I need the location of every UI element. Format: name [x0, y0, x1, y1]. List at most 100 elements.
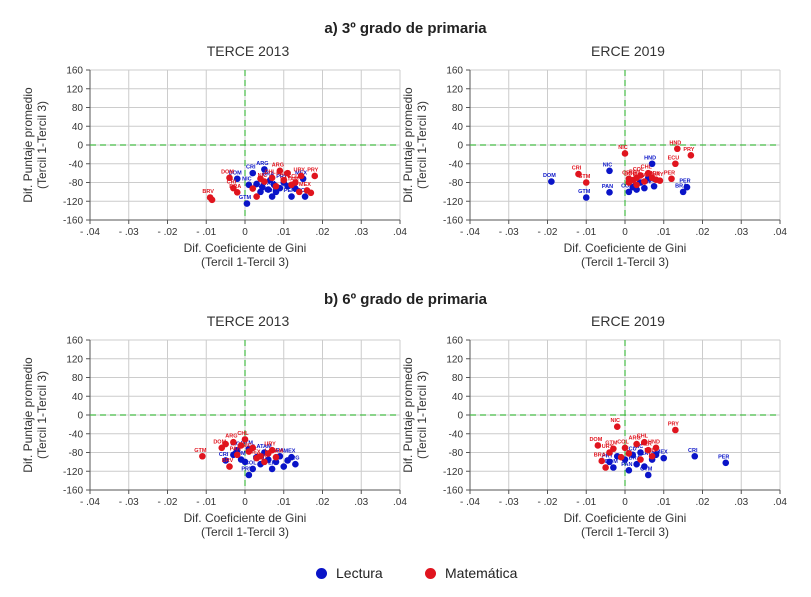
point-lectura: [606, 167, 613, 175]
x-axis-subtitle: (Tercil 1-Tercil 3): [581, 525, 669, 539]
point-matematica: [674, 145, 681, 153]
point-matematica: [307, 189, 315, 197]
point-matematica: [598, 457, 606, 465]
point-label-matematica: ARG: [272, 162, 284, 168]
point-matematica: [233, 189, 241, 196]
point-label-lectura: COL: [621, 183, 633, 189]
point-label-matematica: CHL: [264, 169, 276, 175]
point-label-lectura: ECU: [297, 188, 309, 194]
section-title-6th-grade: b) 6º grado de primaria: [323, 291, 487, 308]
y-tick-label: 120: [446, 84, 463, 95]
x-tick-label: .04: [393, 227, 407, 238]
y-tick-label: 80: [452, 373, 464, 384]
point-lectura: [249, 169, 257, 177]
x-tick-label: - .03: [119, 227, 139, 238]
x-tick-label: - .04: [460, 497, 480, 508]
point-label-lectura: NIC: [603, 162, 613, 168]
point-label-lectura: CRI: [688, 448, 698, 454]
point-lectura: [650, 182, 658, 190]
y-tick-label: 40: [72, 122, 84, 133]
point-lectura: [610, 464, 617, 471]
point-label-lectura: NIC: [242, 176, 252, 182]
point-label-matematica: CRI: [572, 166, 582, 172]
point-matematica: [249, 444, 257, 452]
point-label-lectura: COL: [245, 460, 257, 466]
point-label-matematica: ECU: [257, 453, 269, 459]
point-label-matematica: GTM: [605, 440, 618, 446]
point-lectura: [288, 193, 295, 200]
point-label-lectura: PAN: [602, 184, 613, 190]
point-label-matematica: PRY: [683, 147, 694, 153]
point-matematica: [280, 176, 288, 184]
panel-title-erce-2019-6th: ERCE 2019: [591, 313, 665, 329]
panel-title-erce-2019-3rd: ERCE 2019: [591, 43, 665, 59]
x-tick-label: - .01: [576, 497, 596, 508]
y-axis-subtitle: (Tercil 1-Tercil 3): [415, 101, 429, 189]
point-matematica: [641, 178, 648, 185]
point-lectura: [233, 175, 241, 183]
y-axis-title: Dif. Puntaje promedio: [401, 87, 415, 203]
point-matematica: [297, 172, 305, 180]
point-matematica: [237, 442, 245, 449]
point-label-matematica: ARG: [225, 434, 237, 440]
point-matematica: [594, 442, 602, 449]
x-axis-title: Dif. Coeficiente de Gini: [184, 511, 307, 525]
legend-item-matematica: Matemática: [425, 565, 517, 581]
point-matematica: [633, 181, 640, 189]
point-matematica: [284, 169, 291, 177]
y-tick-label: 0: [77, 411, 83, 422]
x-axis-subtitle: (Tercil 1-Tercil 3): [581, 255, 669, 269]
point-label-lectura: PAN: [621, 462, 632, 468]
point-label-matematica: URY: [293, 167, 305, 173]
point-label-matematica: MEX: [249, 450, 261, 456]
x-tick-label: - .01: [196, 497, 216, 508]
point-matematica: [610, 445, 617, 453]
point-matematica: [575, 170, 582, 178]
x-tick-label: .02: [316, 227, 330, 238]
y-tick-label: 40: [452, 122, 464, 133]
point-label-lectura: LATAM: [253, 444, 272, 450]
x-tick-label: .04: [773, 227, 787, 238]
point-matematica: [241, 436, 249, 443]
point-lectura: [625, 467, 633, 474]
point-label-matematica: DOM: [213, 439, 226, 445]
y-tick-label: -80: [69, 448, 84, 459]
y-tick-label: 80: [72, 103, 84, 114]
x-tick-label: - .03: [499, 227, 519, 238]
y-tick-label: 160: [66, 336, 83, 347]
point-label-matematica: CHL: [641, 165, 653, 171]
x-tick-label: .03: [734, 227, 748, 238]
point-label-matematica: GTM: [578, 174, 591, 180]
x-tick-label: - .02: [157, 227, 177, 238]
point-label-matematica: URY: [602, 444, 614, 450]
y-tick-label: -40: [449, 159, 464, 170]
point-matematica: [261, 178, 268, 185]
point-lectura: [641, 463, 648, 470]
point-lectura: [243, 200, 251, 207]
point-label-lectura: BRA: [272, 448, 284, 454]
y-axis-subtitle: (Tercil 1-Tercil 3): [35, 101, 49, 189]
point-lectura: [548, 178, 555, 185]
y-tick-label: 120: [66, 354, 83, 365]
point-label-lectura: HND: [644, 155, 656, 161]
point-matematica: [295, 188, 303, 196]
point-matematica: [668, 175, 675, 183]
point-lectura: [633, 460, 640, 468]
y-tick-label: -160: [63, 216, 83, 227]
point-label-matematica: DOM: [221, 169, 234, 175]
y-tick-label: -160: [443, 216, 463, 227]
point-label-matematica: ECU: [668, 155, 680, 161]
x-axis-title: Dif. Coeficiente de Gini: [564, 511, 687, 525]
point-label-lectura: COL: [264, 188, 276, 194]
x-tick-label: - .03: [499, 497, 519, 508]
point-label-lectura: BRA: [675, 183, 687, 189]
point-matematica: [633, 440, 640, 448]
x-tick-label: .01: [657, 497, 671, 508]
point-label-lectura: CRI: [246, 165, 256, 171]
point-label-lectura: PRY: [276, 174, 287, 180]
y-tick-label: 40: [72, 392, 84, 403]
point-lectura: [644, 471, 652, 479]
point-label-matematica: PAN: [276, 172, 287, 178]
